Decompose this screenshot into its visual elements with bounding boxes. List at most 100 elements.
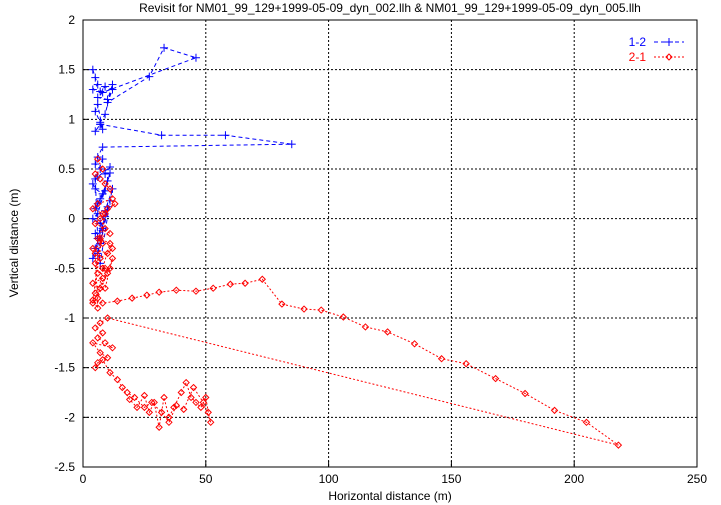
plus-marker: [91, 73, 100, 82]
diamond-marker: [179, 405, 188, 414]
plus-marker: [287, 140, 296, 149]
plus-marker: [221, 131, 230, 140]
diamond-marker: [170, 403, 178, 412]
diamond-marker: [197, 403, 205, 412]
diamond-marker: [165, 418, 173, 427]
diamond-marker: [521, 389, 529, 398]
diamond-marker: [491, 374, 500, 383]
x-tick-label: 200: [564, 472, 584, 486]
diamond-marker: [101, 339, 109, 347]
y-tick-label: -1: [64, 311, 75, 325]
diamond-marker: [130, 393, 139, 402]
diamond-marker: [383, 328, 392, 336]
diamond-marker: [209, 284, 217, 292]
diamond-marker: [91, 249, 99, 258]
diamond-marker: [437, 355, 446, 363]
diamond-marker: [133, 403, 141, 412]
y-tick-label: 1.5: [58, 63, 75, 77]
diamond-marker: [94, 269, 102, 278]
plus-marker: [91, 127, 100, 136]
plus-marker: [665, 38, 673, 46]
diamond-marker: [106, 229, 114, 238]
diamond-marker: [96, 349, 104, 357]
diamond-marker: [155, 288, 163, 296]
diamond-marker: [143, 291, 151, 299]
plus-marker: [145, 72, 154, 81]
y-tick-label: 2: [68, 13, 75, 27]
diamond-marker: [462, 359, 470, 368]
diamond-marker: [98, 239, 107, 248]
plus-marker: [101, 186, 110, 195]
plus-marker: [91, 160, 100, 169]
diamond-marker: [140, 403, 149, 412]
diamond-marker: [89, 244, 97, 253]
diamond-marker: [96, 234, 104, 243]
diamond-marker: [94, 304, 102, 312]
diamond-marker: [91, 324, 99, 332]
diamond-marker: [160, 393, 168, 402]
diamond-marker: [157, 408, 166, 417]
plus-marker: [88, 179, 97, 188]
y-tick-label: 0.5: [58, 162, 75, 176]
plus-marker: [88, 85, 97, 94]
diamond-marker: [202, 393, 210, 402]
plus-marker: [160, 43, 169, 52]
diamond-marker: [96, 319, 104, 327]
diamond-marker: [98, 274, 107, 282]
diamond-marker: [111, 200, 119, 208]
plus-marker: [93, 209, 102, 218]
tick-labels: 0 50 100 150 200 250 -2.5 -2 -1.5 -1 -0.5 0 0.5 1 1.5 2: [54, 13, 707, 486]
diamond-marker: [192, 398, 200, 407]
diamond-marker: [123, 388, 131, 397]
diamond-marker: [91, 170, 99, 178]
legend-label: 1-2: [629, 35, 647, 49]
diamond-marker: [101, 180, 109, 188]
diamond-marker: [103, 354, 112, 362]
diamond-marker: [101, 264, 109, 273]
diamond-marker: [89, 299, 97, 307]
diamond-marker: [172, 401, 181, 410]
diamond-marker: [118, 383, 127, 392]
diamond-marker: [241, 279, 249, 287]
diamond-marker: [106, 264, 114, 273]
x-axis-label: Horizontal distance (m): [328, 489, 451, 503]
diamond-marker: [207, 418, 215, 427]
diamond-marker: [103, 205, 112, 213]
diamond-marker: [101, 284, 109, 292]
plus-marker: [101, 82, 110, 91]
diamond-marker: [108, 344, 117, 352]
plus-marker: [91, 184, 100, 193]
diamond-marker: [582, 418, 591, 427]
diamond-marker: [94, 200, 102, 208]
plus-marker: [98, 155, 107, 164]
y-tick-label: -1.5: [54, 361, 75, 375]
plus-marker: [101, 169, 110, 178]
diamond-marker: [108, 244, 117, 253]
diamond-marker: [106, 185, 114, 193]
diamond-marker: [94, 334, 102, 342]
plus-marker: [98, 88, 107, 97]
diamond-marker: [91, 259, 99, 268]
y-tick-label: -0.5: [54, 261, 75, 275]
diamond-marker: [226, 280, 235, 288]
diamond-marker: [98, 165, 107, 173]
diamond-marker: [108, 195, 117, 203]
plus-marker: [191, 53, 200, 62]
x-tick-label: 50: [199, 472, 213, 486]
diamond-marker: [98, 264, 107, 273]
diamond-marker: [108, 254, 117, 263]
diamond-marker: [91, 363, 99, 372]
series-layer: [88, 43, 623, 449]
diamond-marker: [182, 378, 190, 387]
diamond-marker: [96, 284, 104, 292]
x-tick-label: 0: [80, 472, 87, 486]
plus-marker: [98, 125, 107, 134]
diamond-marker: [106, 368, 114, 377]
diamond-marker: [150, 398, 158, 407]
x-tick-label: 250: [687, 472, 707, 486]
diamond-marker: [204, 408, 212, 417]
diamond-marker: [187, 393, 195, 402]
plus-marker: [93, 100, 102, 109]
